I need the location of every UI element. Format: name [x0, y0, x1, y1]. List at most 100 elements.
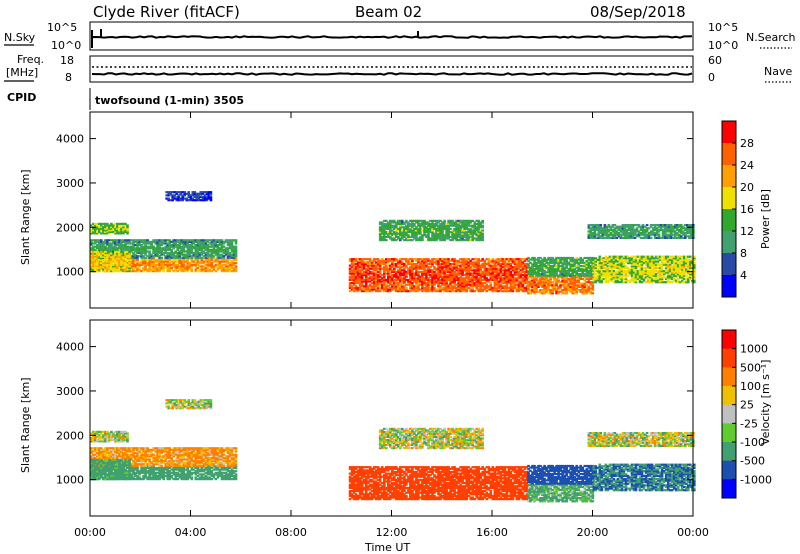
power-cell — [108, 262, 111, 265]
power-cell — [194, 268, 198, 271]
power-cell — [140, 240, 143, 243]
power-cell — [142, 270, 145, 273]
power-cell — [120, 255, 123, 258]
power-cell — [150, 240, 153, 243]
power-cell — [220, 248, 224, 251]
power-cell — [160, 260, 163, 263]
power-cell — [220, 270, 224, 273]
power-cell — [104, 257, 107, 260]
power-cell — [383, 275, 386, 278]
power-cell — [415, 272, 418, 275]
power-cell — [196, 239, 200, 242]
power-cell — [94, 262, 97, 265]
power-cell — [189, 197, 193, 200]
power-cell — [134, 253, 137, 256]
power-cell — [214, 245, 218, 248]
power-cell — [427, 258, 430, 261]
power-cell — [138, 265, 141, 268]
power-cell — [425, 266, 428, 269]
power-cell — [405, 270, 408, 273]
power-cell — [354, 266, 358, 269]
power-cell — [385, 286, 388, 289]
power-cell — [395, 264, 398, 267]
power-cell — [110, 224, 113, 227]
power-cell — [437, 261, 440, 264]
power-cell — [362, 262, 366, 266]
power-cell — [122, 222, 125, 225]
power-cell — [108, 245, 111, 248]
power-cell — [401, 261, 404, 264]
power-cell — [437, 277, 440, 280]
power-cell — [108, 266, 111, 269]
power-cell — [114, 227, 117, 230]
power-cell — [116, 226, 119, 229]
power-cell — [190, 268, 194, 271]
power-cell — [102, 244, 105, 247]
power-cell — [182, 266, 186, 269]
power-cell — [352, 274, 356, 277]
power-cell — [370, 282, 374, 285]
power-cell — [397, 272, 400, 275]
power-cell — [171, 197, 174, 200]
power-cell — [437, 266, 440, 269]
power-cell — [178, 245, 181, 248]
power-cell — [429, 269, 432, 272]
power-cell — [148, 251, 151, 255]
power-cell — [144, 250, 147, 253]
power-cell — [403, 288, 406, 291]
nave-tick-low: 0 — [708, 71, 715, 84]
power-cell — [429, 290, 432, 293]
power-cell — [174, 260, 177, 263]
power-cell — [366, 266, 370, 269]
power-cell — [128, 262, 131, 265]
power-cell — [126, 240, 129, 243]
power-cell — [160, 242, 163, 245]
power-cell — [200, 245, 204, 248]
power-cell — [124, 240, 127, 243]
power-cell — [176, 266, 179, 269]
power-cell — [389, 266, 392, 269]
power-cell — [118, 222, 121, 225]
power-cell — [186, 240, 190, 243]
power-cell — [156, 242, 159, 245]
power-cell — [190, 239, 194, 242]
power-cell — [437, 274, 440, 277]
power-cell — [362, 267, 366, 270]
power-cell — [194, 250, 198, 253]
power-cell — [198, 262, 202, 265]
power-cell — [94, 229, 97, 232]
power-cell — [417, 282, 420, 285]
power-cell — [427, 270, 430, 273]
power-cell — [399, 285, 402, 288]
power-cell — [433, 274, 436, 277]
power-cell — [168, 268, 171, 271]
power-cell — [120, 229, 123, 232]
power-cell — [162, 251, 165, 255]
power-cell — [162, 270, 165, 273]
power-cell — [102, 254, 105, 257]
power-cell — [431, 278, 434, 281]
power-cell — [200, 248, 204, 251]
power-cell — [199, 194, 203, 197]
power-cell — [104, 222, 107, 225]
power-cell — [199, 199, 203, 202]
power-cell — [429, 288, 432, 291]
power-cell — [106, 247, 109, 250]
power-cell — [156, 258, 159, 262]
power-cell — [222, 240, 226, 243]
power-cell — [112, 263, 115, 266]
power-cell — [158, 263, 161, 266]
power-cell — [102, 222, 105, 225]
power-cell — [114, 257, 117, 260]
power-cell — [230, 262, 234, 265]
power-cell — [180, 262, 184, 265]
power-cell — [427, 282, 430, 285]
power-cell — [226, 265, 230, 268]
power-cell — [429, 261, 432, 264]
power-cell — [366, 264, 370, 267]
power-cell — [102, 262, 105, 265]
power-cell — [176, 244, 179, 247]
power-cell — [196, 242, 200, 245]
power-cell — [108, 244, 111, 247]
power-cell — [232, 270, 236, 273]
